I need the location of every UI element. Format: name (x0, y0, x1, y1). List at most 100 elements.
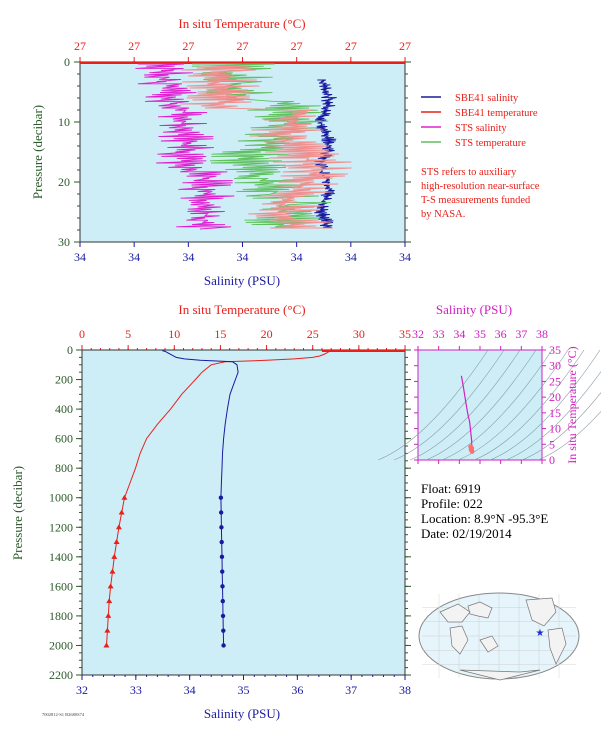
inset-density-contour (489, 349, 601, 461)
inset-temp-tick-label: 5 (549, 437, 555, 451)
info-profile: Profile: 022 (421, 496, 483, 511)
main-sal-tick-label: 37 (345, 683, 357, 697)
main-temp-tick-label: 20 (261, 327, 273, 341)
main-pressure-tick-label: 800 (55, 461, 73, 475)
temperature-point (104, 627, 111, 633)
salinity-point (219, 554, 225, 560)
top-sal-tick-label: 34 (74, 250, 86, 264)
world-map: ★ (418, 592, 580, 681)
top-temp-tick-label: 27 (237, 39, 249, 53)
inset-sal-tick-label: 34 (453, 327, 465, 341)
top-sal-tick-label: 34 (291, 250, 303, 264)
main-pressure-tick-label: 2200 (49, 668, 73, 682)
inset-temp-tick-label: 35 (549, 343, 561, 357)
note-line-4: by NASA. (421, 209, 465, 220)
info-date: Date: 02/19/2014 (421, 526, 512, 541)
top-sal-tick-label: 34 (399, 250, 411, 264)
main-temp-axis-label: In situ Temperature (°C) (178, 302, 305, 317)
top-salinity-axis-label: Salinity (PSU) (204, 273, 280, 288)
inset-plot-area (417, 349, 543, 461)
main-temp-tick-label: 10 (168, 327, 180, 341)
top-temp-tick-label: 27 (399, 39, 411, 53)
top-sal-tick-label: 34 (237, 250, 249, 264)
temperature-point (103, 642, 110, 648)
temperature-point (107, 583, 114, 589)
top-sal-tick-label: 34 (182, 250, 194, 264)
inset-sal-tick-label: 38 (536, 327, 548, 341)
inset-temp-tick-label: 25 (549, 374, 561, 388)
inset-density-contour (425, 349, 537, 461)
note-line-1: STS refers to auxiliary (421, 167, 517, 178)
inset-temp-tick-label: 0 (549, 453, 555, 467)
top-pressure-tick-label: 20 (58, 175, 70, 189)
salinity-point (220, 598, 225, 604)
temperature-point (118, 509, 125, 515)
inset-temp-tick-label: 15 (549, 406, 561, 420)
main-panel: In situ Temperature (°C) 0 5 10 15 20 25 30 35 … (10, 302, 411, 721)
top-sal-tick-label: 34 (345, 250, 357, 264)
top-pressure-tick-label: 30 (58, 235, 70, 249)
inset-density-contour (473, 349, 585, 461)
main-sal-tick-label: 35 (238, 683, 250, 697)
top-temp-tick-label: 27 (291, 39, 303, 53)
inset-ts-deep-point (469, 445, 475, 451)
main-pressure-tick-label: 200 (55, 373, 73, 387)
float-info: Float: 6919 Profile: 022 Location: 8.9°N… (421, 481, 548, 541)
top-traces (80, 62, 405, 230)
main-pressure-tick-label: 1800 (49, 609, 73, 623)
legend-sbe41-salinity: SBE41 salinity (455, 93, 519, 104)
inset-density-contour (537, 410, 601, 461)
top-temp-tick-label: 27 (345, 39, 357, 53)
salinity-point (218, 495, 224, 500)
temperature-point (111, 553, 118, 559)
main-pressure-tick-label: 600 (55, 432, 73, 446)
inset-density-contour (441, 349, 553, 461)
map-land-europe (439, 603, 471, 623)
main-pressure-ticks: 0 200 400 600 800 1000 1200 1400 1600 1800 2000 220… (49, 343, 411, 682)
main-pressure-tick-label: 400 (55, 402, 73, 416)
note-line-2: high-resolution near-surface (421, 181, 540, 192)
salinity-point (220, 584, 225, 589)
map-float-marker: ★ (536, 628, 545, 639)
top-pressure-axis-label: Pressure (decibar) (30, 105, 45, 199)
temperature-point (115, 524, 122, 530)
main-temp-tick-label: 30 (353, 327, 365, 341)
top-panel: In situ Temperature (°C) 27 27 27 27 27 27 27 … (30, 16, 411, 288)
main-temp-ticks: 0 5 10 15 20 25 30 35 (79, 327, 411, 350)
main-pressure-tick-label: 1200 (49, 520, 73, 534)
main-sal-tick-label: 36 (291, 683, 303, 697)
inset-density-contour (409, 349, 521, 461)
top-temp-axis-label: In situ Temperature (°C) (178, 16, 305, 31)
main-sal-tick-label: 34 (184, 683, 196, 697)
salinity-point (220, 569, 225, 574)
main-salinity-ticks: 32 33 34 35 36 37 38 (76, 675, 411, 697)
main-sal-tick-label: 32 (76, 683, 88, 697)
salinity-point (221, 643, 226, 648)
inset-density-contour (457, 349, 569, 461)
top-temp-tick-label: 27 (182, 39, 194, 53)
inset-title: Salinity (PSU) (436, 302, 512, 317)
salinity-point (220, 613, 226, 619)
inset-temp-tick-label: 30 (549, 359, 561, 373)
info-location: Location: 8.9°N -95.3°E (421, 511, 548, 526)
footer-code: 7002812-S1 B2680S74 (42, 712, 85, 717)
top-sal-tick-label: 34 (128, 250, 140, 264)
inset-density-contour (377, 349, 489, 461)
main-temp-tick-label: 35 (399, 327, 411, 341)
map-land-north-america (525, 597, 557, 627)
legend-sbe41-temperature: SBE41 temperature (455, 108, 538, 119)
top-pressure-tick-label: 10 (58, 115, 70, 129)
main-temp-tick-label: 0 (79, 327, 85, 341)
main-salinity-axis-label: Salinity (PSU) (204, 706, 280, 721)
inset-temp-tick-label: 10 (549, 422, 561, 436)
inset-density-contours (377, 349, 601, 461)
top-sts-temperature-pink-trace (180, 65, 352, 229)
info-float: Float: 6919 (421, 481, 481, 496)
salinity-point (219, 539, 224, 545)
top-pressure-tick-label: 0 (64, 55, 70, 69)
main-pressure-tick-label: 1600 (49, 579, 73, 593)
legend-sts-temperature: STS temperature (455, 138, 526, 149)
main-sal-tick-label: 38 (399, 683, 411, 697)
salinity-point (221, 628, 226, 633)
